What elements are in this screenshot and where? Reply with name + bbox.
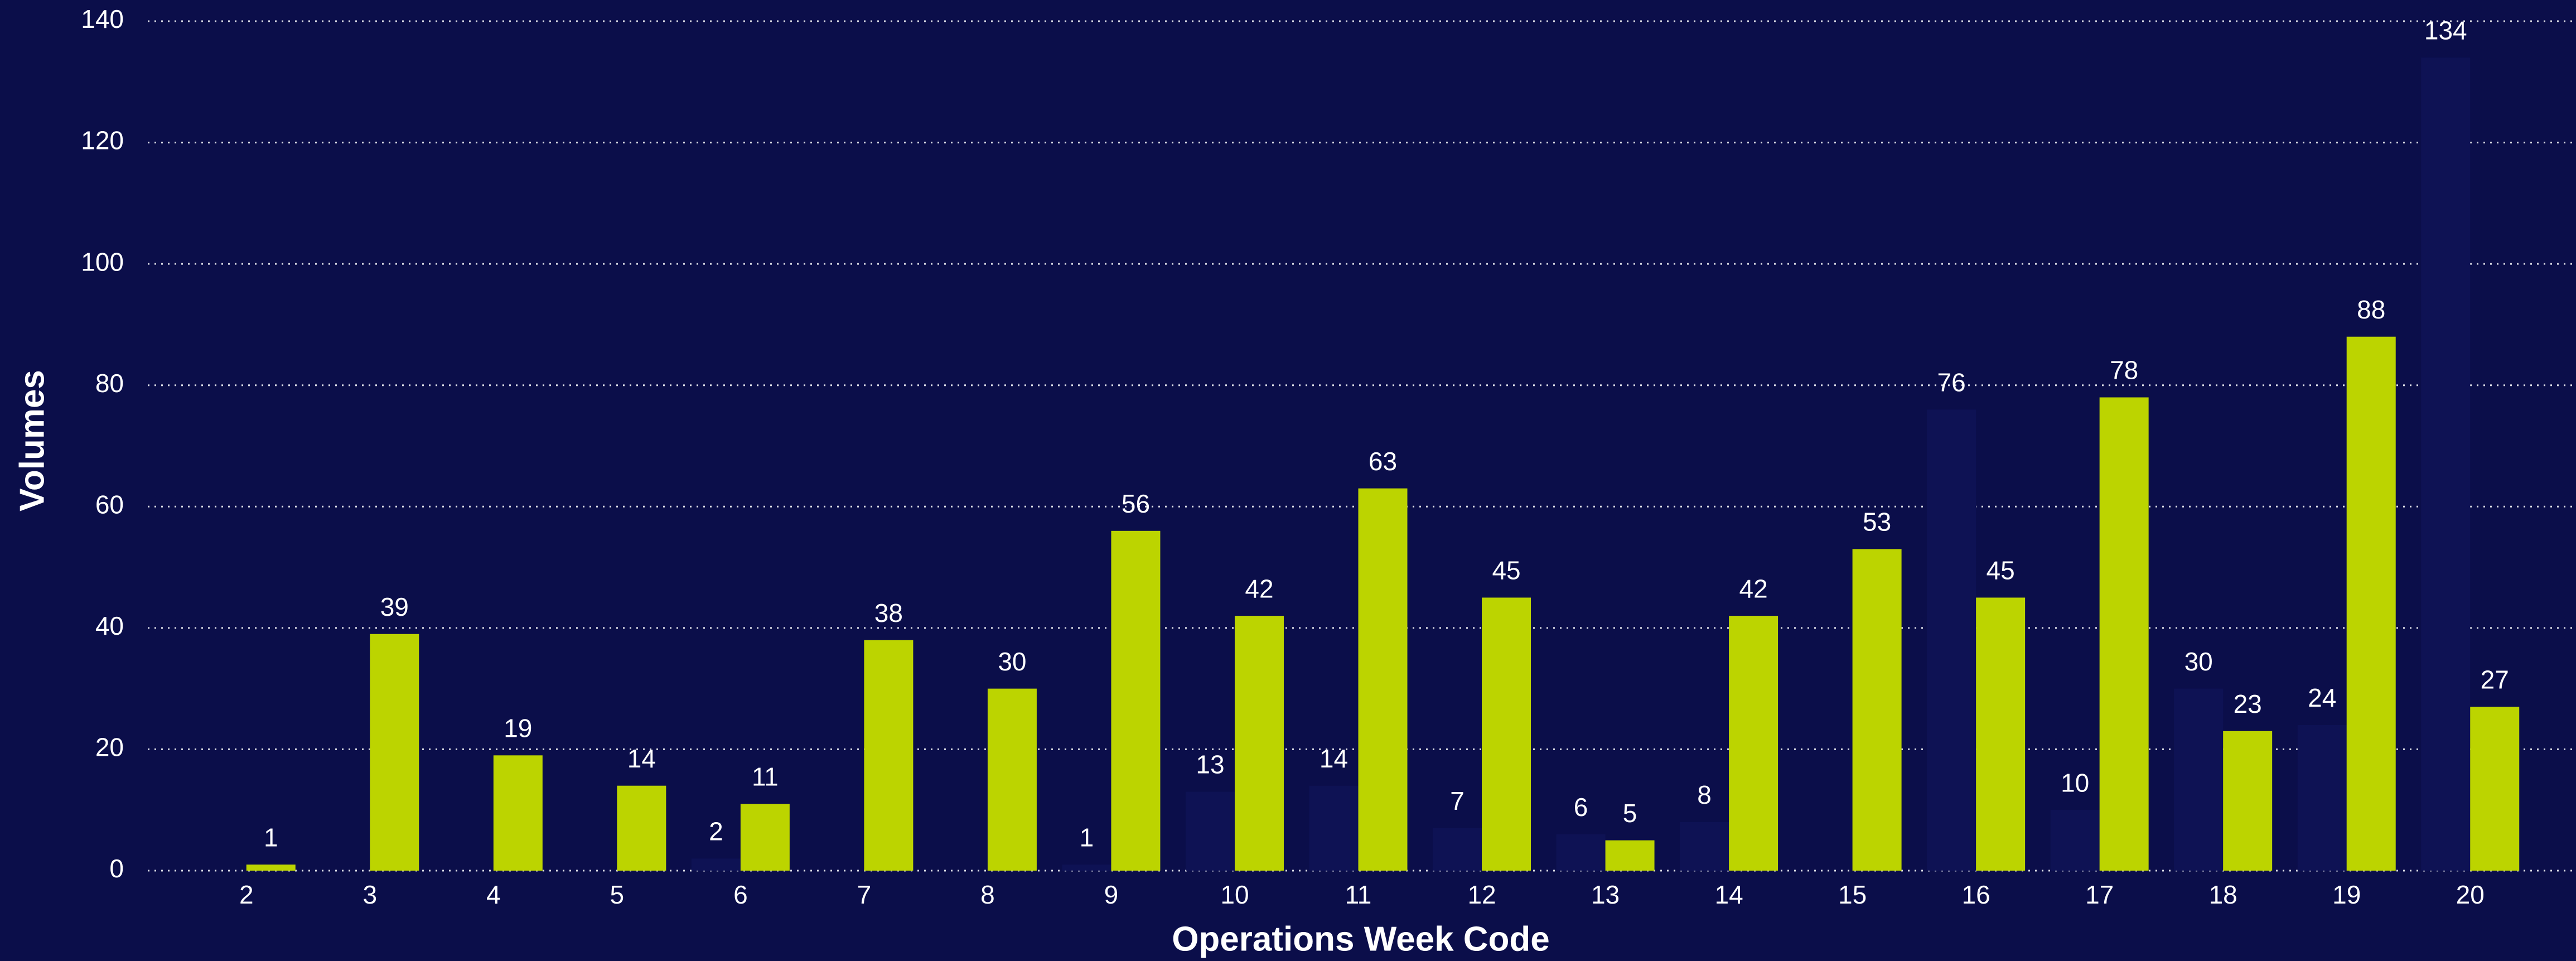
- x-tick-label: 11: [1345, 880, 1372, 909]
- bar: [987, 688, 1037, 871]
- x-tick-label: 17: [2085, 880, 2114, 909]
- x-tick-label: 4: [486, 880, 501, 909]
- data-label: 1: [264, 823, 278, 852]
- bar: [370, 634, 419, 871]
- x-tick-label: 7: [857, 880, 872, 909]
- bar: [1062, 865, 1111, 871]
- bar: [246, 865, 296, 871]
- bar: [1234, 616, 1284, 871]
- x-tick-label: 15: [1838, 880, 1867, 909]
- bar: [864, 640, 914, 871]
- data-label: 78: [2110, 356, 2138, 385]
- data-label: 24: [2308, 683, 2336, 712]
- bar: [2050, 810, 2100, 871]
- data-label: 23: [2234, 689, 2262, 718]
- data-label: 5: [1623, 799, 1637, 828]
- bar: [2346, 336, 2396, 871]
- y-tick-label: 140: [81, 4, 124, 33]
- x-tick-label: 19: [2332, 880, 2361, 909]
- data-label: 8: [1697, 780, 1712, 809]
- data-label: 14: [1320, 744, 1348, 773]
- data-label: 2: [709, 817, 723, 846]
- data-label: 56: [1122, 489, 1150, 518]
- bar: [1111, 530, 1161, 871]
- y-tick-label: 120: [81, 126, 124, 155]
- data-label: 42: [1245, 574, 1273, 603]
- data-label: 6: [1574, 793, 1588, 822]
- x-tick-label: 13: [1591, 880, 1620, 909]
- x-tick-label: 10: [1220, 880, 1249, 909]
- data-label: 76: [1937, 368, 1966, 397]
- data-label: 39: [380, 592, 409, 621]
- bar: [1482, 597, 1531, 871]
- data-label: 30: [2184, 647, 2213, 676]
- data-label: 7: [1450, 786, 1465, 815]
- data-label: 45: [1492, 556, 1520, 585]
- bar: [617, 785, 666, 871]
- bar: [2297, 725, 2347, 871]
- y-tick-label: 100: [81, 247, 124, 276]
- data-label: 45: [1987, 556, 2015, 585]
- x-tick-label: 12: [1467, 880, 1496, 909]
- bar: [2421, 57, 2471, 871]
- bar: [1680, 822, 1729, 871]
- bar: [1729, 616, 1778, 871]
- y-tick-label: 80: [95, 369, 124, 398]
- bar: [493, 755, 543, 871]
- bar: [1309, 785, 1359, 871]
- bar: [1185, 791, 1235, 871]
- bar: [1358, 488, 1408, 871]
- y-tick-label: 40: [95, 611, 124, 640]
- data-label: 88: [2357, 295, 2385, 324]
- bar: [2223, 731, 2273, 871]
- data-label: 134: [2424, 16, 2467, 45]
- y-tick-label: 0: [109, 854, 124, 883]
- bar: [1433, 828, 1482, 871]
- x-tick-label: 3: [363, 880, 377, 909]
- x-tick-label: 14: [1714, 880, 1743, 909]
- bar: [2174, 688, 2224, 871]
- bar: [1976, 597, 2026, 871]
- data-label: 27: [2481, 665, 2509, 694]
- x-tick-label: 2: [239, 880, 254, 909]
- x-tick-label: 9: [1104, 880, 1119, 909]
- data-label: 42: [1739, 574, 1767, 603]
- bar: [1605, 840, 1655, 871]
- bar: [2470, 707, 2520, 871]
- x-axis-title: Operations Week Code: [1172, 920, 1550, 958]
- bar: [2099, 397, 2149, 871]
- bar: [1556, 834, 1606, 871]
- data-label: 10: [2061, 768, 2089, 797]
- bar: [1852, 549, 1902, 871]
- bar: [691, 858, 741, 871]
- y-tick-label: 20: [95, 733, 124, 762]
- x-tick-label: 18: [2209, 880, 2237, 909]
- data-label: 63: [1369, 447, 1397, 476]
- x-tick-label: 20: [2456, 880, 2485, 909]
- x-tick-label: 6: [733, 880, 748, 909]
- x-tick-label: 5: [610, 880, 625, 909]
- y-axis-title: Volumes: [13, 370, 51, 511]
- data-label: 53: [1863, 508, 1891, 537]
- x-tick-label: 16: [1962, 880, 1990, 909]
- data-label: 13: [1196, 750, 1224, 779]
- y-tick-label: 60: [95, 490, 124, 519]
- bar: [1927, 409, 1976, 871]
- data-label: 14: [627, 744, 656, 773]
- data-label: 38: [874, 598, 903, 627]
- x-tick-label: 8: [980, 880, 995, 909]
- bar: [740, 804, 790, 871]
- data-label: 30: [998, 647, 1026, 676]
- data-label: 11: [752, 762, 779, 791]
- data-label: 1: [1080, 823, 1094, 852]
- data-label: 19: [504, 713, 532, 742]
